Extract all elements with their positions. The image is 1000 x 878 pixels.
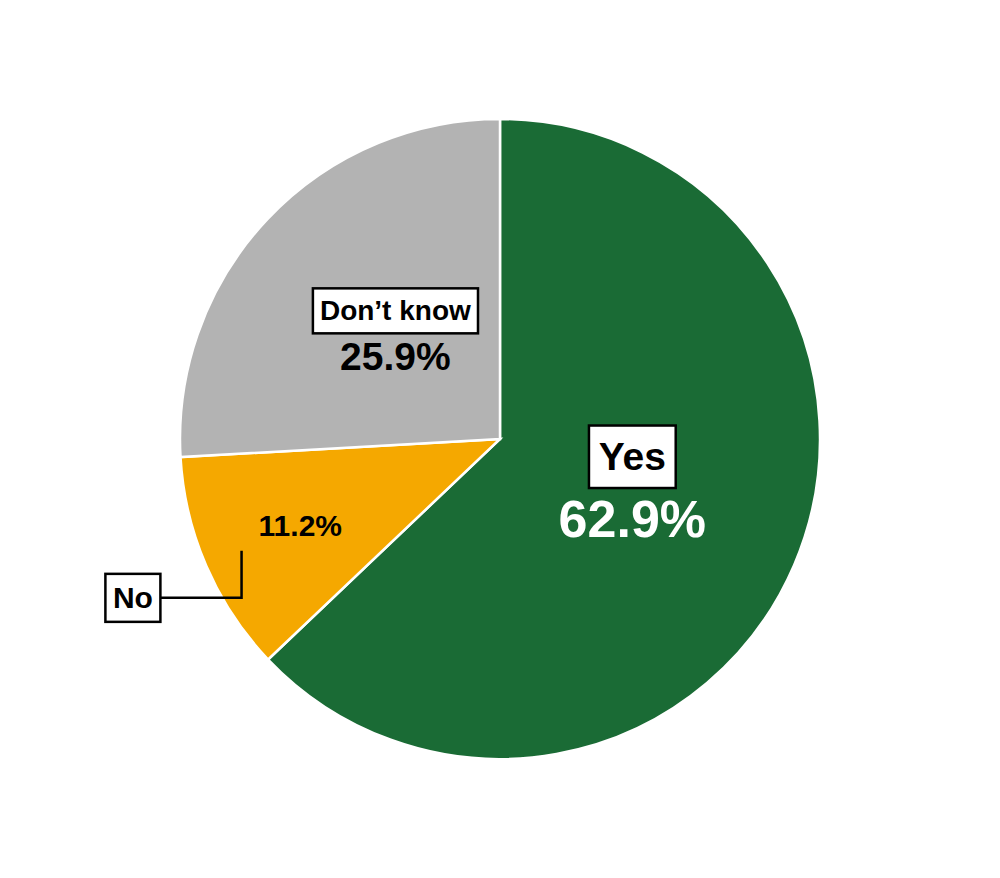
label-box	[105, 574, 160, 622]
pie: Yes 62.9% 11.2% No Don’t know 25.9%	[105, 119, 820, 759]
category-label-text: Don’t know	[320, 295, 471, 326]
slice	[181, 439, 500, 660]
leader-line	[160, 551, 241, 598]
labels: Yes 62.9% 11.2% No Don’t know 25.9%	[105, 288, 706, 622]
data-label: 25.9%	[340, 335, 451, 378]
data-label: 11.2%	[259, 509, 342, 542]
label-box	[313, 288, 478, 333]
category-label: Yes	[589, 426, 676, 489]
slices	[180, 119, 820, 759]
label-box	[589, 426, 676, 489]
category-label-text: Yes	[599, 435, 666, 478]
category-label: No	[105, 574, 160, 622]
chart: Yes 62.9% 11.2% No Don’t know 25.9%	[0, 0, 1000, 878]
slice	[180, 119, 500, 457]
category-label-text: No	[113, 581, 153, 614]
data-label: 62.9%	[559, 490, 706, 548]
category-label: Don’t know	[313, 288, 478, 333]
